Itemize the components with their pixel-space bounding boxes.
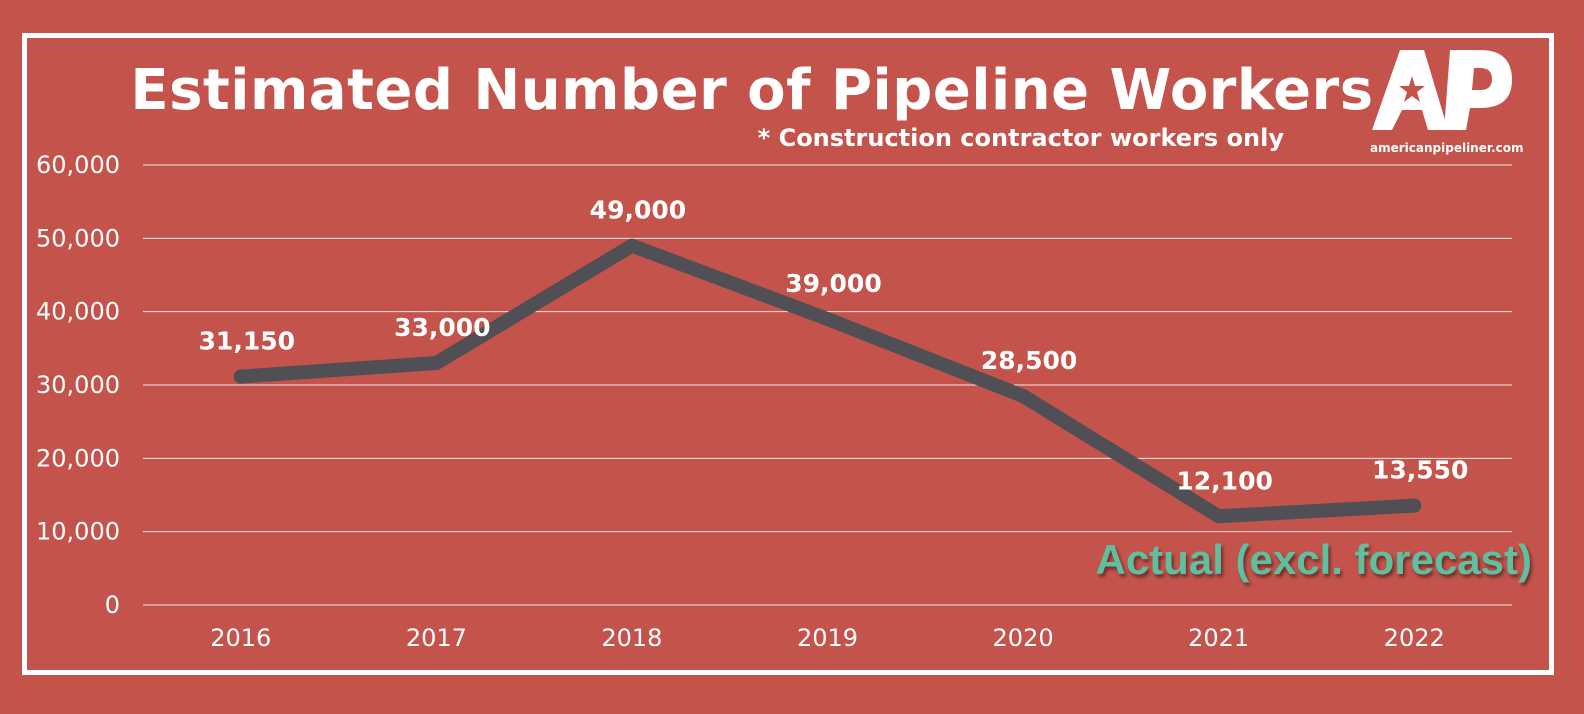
data-point — [1407, 498, 1422, 513]
ap-logo-icon: AP — [1372, 50, 1512, 130]
x-tick-label: 2020 — [993, 624, 1054, 652]
data-label: 31,150 — [199, 327, 295, 356]
data-point — [624, 238, 639, 253]
data-label: 12,100 — [1176, 466, 1272, 495]
y-tick-label: 20,000 — [36, 444, 120, 472]
logo-url: americanpipeliner.com — [1370, 141, 1524, 155]
chart-annotation: Actual (excl. forecast) — [1095, 536, 1533, 583]
x-tick-label: 2022 — [1384, 624, 1445, 652]
data-label: 39,000 — [785, 269, 881, 298]
data-point — [1016, 389, 1031, 403]
y-tick-label: 10,000 — [36, 518, 120, 546]
data-label: 33,000 — [394, 313, 490, 342]
y-tick-label: 0 — [105, 591, 120, 619]
data-label: 28,500 — [981, 346, 1077, 375]
x-tick-label: 2019 — [797, 624, 858, 652]
chart-frame — [22, 33, 1554, 675]
data-point — [820, 312, 835, 326]
y-tick-label: 60,000 — [36, 151, 120, 179]
data-label: 13,550 — [1372, 456, 1468, 485]
y-tick-label: 30,000 — [36, 371, 120, 399]
data-point — [429, 356, 444, 370]
chart-title: Estimated Number of Pipeline Workers — [130, 58, 1374, 123]
y-tick-label: 40,000 — [36, 298, 120, 326]
x-tick-label: 2016 — [210, 624, 271, 652]
x-tick-label: 2021 — [1188, 624, 1249, 652]
chart-subtitle: * Construction contractor workers only — [757, 124, 1284, 152]
x-tick-label: 2017 — [406, 624, 467, 652]
data-point — [1211, 509, 1226, 524]
y-tick-label: 50,000 — [36, 224, 120, 252]
data-label: 49,000 — [590, 196, 686, 225]
data-point — [233, 369, 248, 384]
x-tick-label: 2018 — [601, 624, 662, 652]
